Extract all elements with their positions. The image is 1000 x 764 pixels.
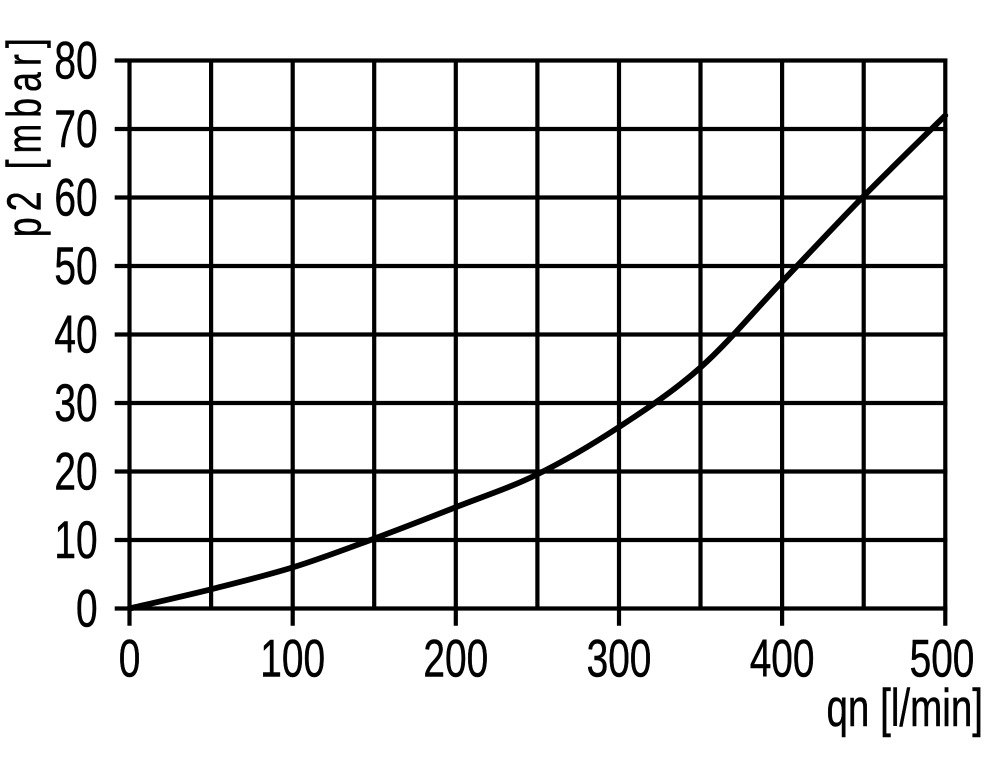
svg-text:60: 60: [54, 168, 97, 227]
svg-text:0: 0: [76, 579, 98, 638]
svg-text:500: 500: [910, 629, 975, 688]
svg-text:300: 300: [587, 629, 652, 688]
svg-text:p2 [mbar]: p2 [mbar]: [0, 32, 51, 237]
svg-text:40: 40: [54, 305, 97, 364]
svg-text:200: 200: [423, 629, 488, 688]
svg-text:qn [l/min]: qn [l/min]: [826, 678, 983, 737]
svg-text:400: 400: [750, 629, 815, 688]
svg-text:70: 70: [54, 99, 97, 158]
svg-text:80: 80: [54, 31, 97, 90]
svg-text:30: 30: [54, 373, 97, 432]
svg-text:20: 20: [54, 442, 97, 501]
svg-text:100: 100: [260, 629, 325, 688]
svg-text:10: 10: [54, 510, 97, 569]
svg-text:50: 50: [54, 236, 97, 295]
svg-text:0: 0: [119, 629, 141, 688]
